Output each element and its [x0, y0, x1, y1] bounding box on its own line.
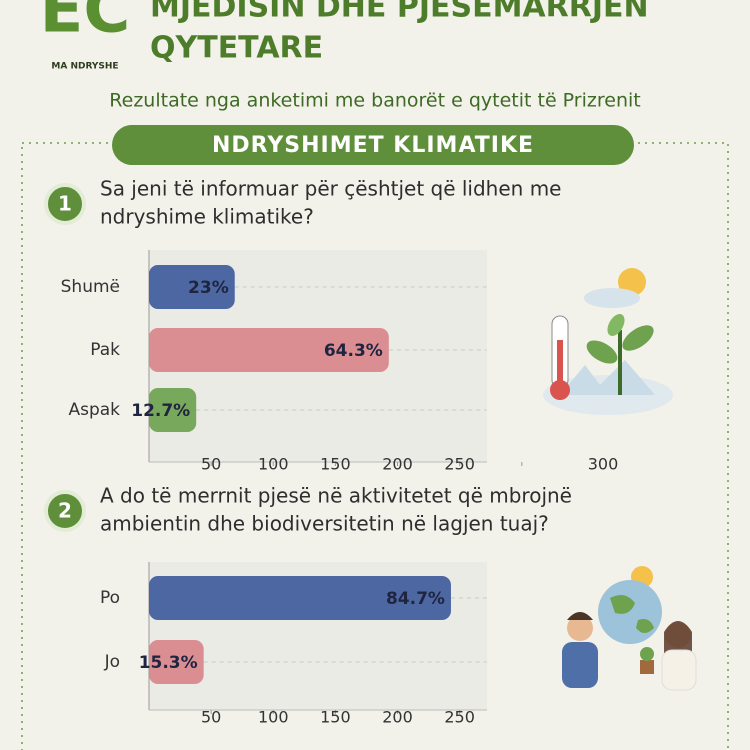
- question-text: ambientin dhe biodiversitetin në lagjen …: [100, 512, 549, 536]
- x-tick-label: 100: [258, 455, 289, 474]
- logo-tagline: MA NDRYSHE: [51, 62, 118, 72]
- x-tick-label: 300: [588, 455, 619, 474]
- x-tick-label: 250: [444, 455, 475, 474]
- x-tick-label: 150: [320, 455, 351, 474]
- value-label: 12.7%: [131, 401, 190, 421]
- section-pill: [112, 125, 634, 165]
- question-text: ndryshime klimatike?: [100, 205, 314, 229]
- bar: [149, 640, 204, 684]
- title: MJEDISIN DHE PJESËMARRJEN: [150, 0, 649, 25]
- question-text: A do të merrnit pjesë në aktivitetet që …: [100, 484, 572, 508]
- question-number: 1: [58, 192, 72, 216]
- question-text: Sa jeni të informuar për çështjet që lid…: [100, 177, 561, 201]
- x-tick-label: 50: [201, 708, 221, 727]
- bar: [149, 265, 235, 309]
- value-label: 15.3%: [139, 653, 198, 673]
- x-tick-label: 150: [320, 708, 351, 727]
- climate-illustration: [543, 268, 673, 415]
- value-label: 23%: [188, 278, 229, 298]
- x-tick-label: 250: [444, 708, 475, 727]
- x-tick-label: 200: [382, 455, 413, 474]
- subtitle: Rezultate nga anketimi me banorët e qyte…: [109, 90, 640, 112]
- question-badge: [44, 490, 86, 532]
- bar: [149, 388, 197, 432]
- x-tick-label: 200: [382, 708, 413, 727]
- x-tick-label: 50: [201, 455, 221, 474]
- people-illustration: [562, 566, 697, 691]
- category-label: Po: [100, 588, 120, 608]
- section-title: NDRYSHIMET KLIMATIKE: [212, 133, 534, 158]
- frame: [21, 142, 729, 750]
- category-label: Aspak: [68, 400, 120, 420]
- category-label: Shumë: [61, 277, 120, 297]
- logo: EC: [40, 0, 131, 48]
- title: QYTETARE: [150, 31, 323, 66]
- bar: [149, 576, 451, 620]
- category-label: Jo: [104, 652, 120, 672]
- question-number: 2: [58, 499, 72, 523]
- value-label: 64.3%: [324, 341, 383, 361]
- bar: [149, 328, 389, 372]
- x-tick-label: 100: [258, 708, 289, 727]
- category-label: Pak: [90, 340, 120, 360]
- value-label: 84.7%: [386, 589, 445, 609]
- question-badge: [44, 183, 86, 225]
